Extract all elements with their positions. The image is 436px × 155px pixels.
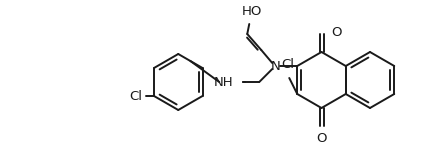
Text: HO: HO — [242, 5, 262, 18]
Text: NH: NH — [214, 75, 233, 89]
Text: N: N — [270, 60, 280, 73]
Text: O: O — [331, 26, 342, 38]
Text: Cl: Cl — [129, 89, 142, 102]
Text: Cl: Cl — [281, 58, 294, 71]
Text: O: O — [316, 132, 327, 145]
